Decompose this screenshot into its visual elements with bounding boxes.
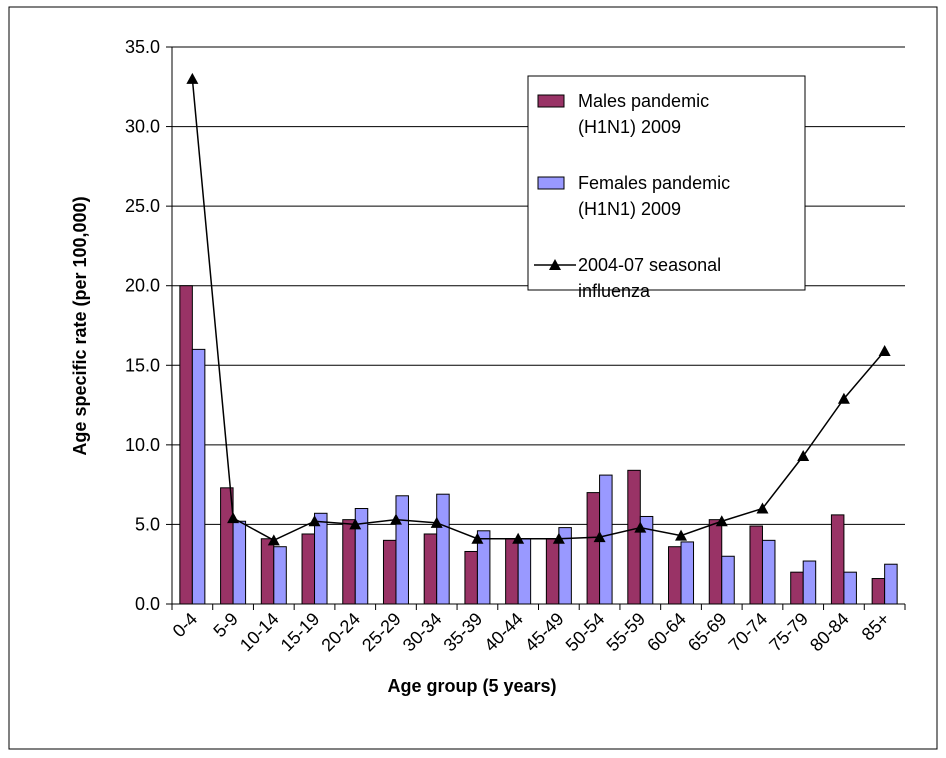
bar [354,508,369,605]
bar [802,560,817,605]
bar [871,578,886,605]
bar [301,533,316,605]
bar [721,555,735,605]
bar [884,563,898,605]
bar [558,527,572,605]
line-marker [227,512,240,524]
bar [708,519,723,605]
line-marker [675,529,688,541]
bar [476,530,491,605]
bar [464,550,478,605]
y-tick-label: 20.0 [125,276,160,296]
bar [680,541,695,605]
bar [505,538,519,605]
line-marker [308,515,321,527]
bar [761,539,776,605]
y-tick-label: 25.0 [125,196,160,216]
line-marker [549,259,561,270]
line-marker [186,72,199,84]
bar [382,539,397,605]
line-marker [267,534,280,546]
bar [260,538,275,605]
legend-label: 2004-07 seasonal influenza [578,255,722,301]
y-tick-label: 0.0 [135,594,160,614]
bar [639,515,654,605]
bar [179,285,193,605]
line-marker [756,502,769,514]
line-marker [552,532,565,544]
x-axis-title: Age group (5 years) [387,676,556,696]
bar [191,348,206,605]
bar [517,538,532,605]
bar [273,546,287,605]
bar [545,538,560,605]
line-marker [430,516,443,528]
legend-label: Females pandemic (H1N1) 2009 [578,173,731,219]
y-tick-label: 30.0 [125,117,160,137]
legend-swatch [537,176,565,190]
bar [436,493,450,605]
line-marker [797,449,810,461]
line-marker [512,532,525,544]
line-marker [715,515,728,527]
y-axis-title: Age specific rate (per 100,000) [70,196,90,455]
bar [843,571,857,605]
y-tick-label: 10.0 [125,435,160,455]
bar [395,495,409,605]
bar [830,514,845,605]
bar [668,546,682,605]
line-marker [471,532,484,544]
legend-swatch [537,94,565,108]
bar [314,512,328,605]
bar [790,571,804,605]
bar [586,492,601,605]
bar [342,519,356,605]
line-marker [634,521,647,533]
bar [627,469,641,605]
line-marker [593,531,606,543]
bar [423,533,438,605]
line-marker [349,518,362,530]
bar [232,520,247,605]
line-series [191,78,886,542]
legend-label: Males pandemic (H1N1) 2009 [578,91,710,137]
y-tick-label: 15.0 [125,355,160,375]
line-marker [389,513,402,525]
line-marker [837,392,850,404]
y-tick-label: 5.0 [135,514,160,534]
legend-box [527,75,806,291]
line-marker [878,344,891,356]
bar [749,525,763,605]
y-tick-label: 35.0 [125,37,160,57]
